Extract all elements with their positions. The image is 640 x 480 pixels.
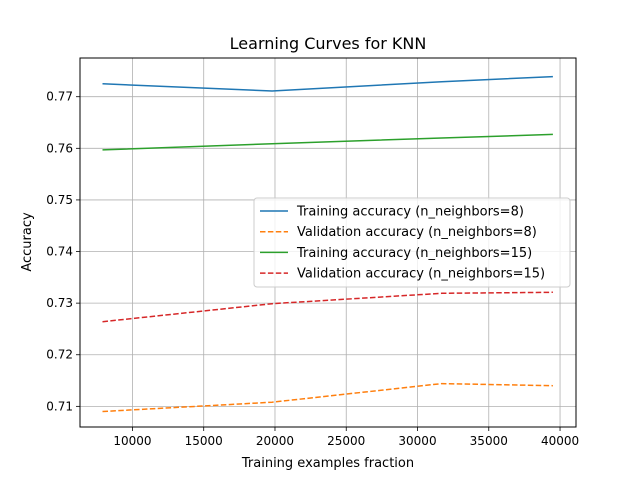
series-line-4 bbox=[102, 291, 553, 323]
x-tick-label: 15000 bbox=[185, 434, 223, 448]
legend-label: Validation accuracy (n_neighbors=8) bbox=[297, 225, 537, 240]
series-line-1 bbox=[102, 75, 553, 92]
y-axis: 0.71 0.72 0.73 0.74 0.75 0.76 0.77 bbox=[46, 90, 80, 413]
x-tick-label: 25000 bbox=[327, 434, 365, 448]
y-tick-label: 0.75 bbox=[46, 193, 73, 207]
legend-box bbox=[253, 197, 571, 288]
y-axis-label: Accuracy bbox=[20, 212, 35, 272]
series-line-2 bbox=[102, 382, 553, 413]
x-tick-label: 30000 bbox=[398, 434, 436, 448]
legend: Training accuracy (n_neighbors=8) Validat… bbox=[253, 197, 571, 288]
x-tick-label: 35000 bbox=[470, 434, 508, 448]
y-tick-label: 0.71 bbox=[46, 399, 73, 413]
series-line-3 bbox=[102, 133, 553, 151]
series-lines bbox=[102, 75, 553, 413]
x-axis: 10000 15000 20000 25000 30000 35000 40000 bbox=[113, 427, 579, 448]
y-tick-label: 0.74 bbox=[46, 245, 73, 259]
plot-frame bbox=[79, 57, 577, 428]
x-axis-label: Training examples fraction bbox=[241, 456, 414, 471]
legend-label: Training accuracy (n_neighbors=8) bbox=[296, 205, 524, 220]
y-tick-label: 0.77 bbox=[46, 90, 73, 104]
legend-label: Training accuracy (n_neighbors=15) bbox=[296, 246, 532, 261]
legend-label: Validation accuracy (n_neighbors=15) bbox=[297, 267, 545, 282]
y-tick-label: 0.73 bbox=[46, 296, 73, 310]
x-tick-label: 20000 bbox=[256, 434, 294, 448]
y-tick-label: 0.76 bbox=[46, 141, 73, 155]
y-tick-label: 0.72 bbox=[46, 348, 73, 362]
x-tick-label: 10000 bbox=[113, 434, 151, 448]
x-tick-label: 40000 bbox=[541, 434, 579, 448]
chart-title: Learning Curves for KNN bbox=[230, 34, 427, 53]
